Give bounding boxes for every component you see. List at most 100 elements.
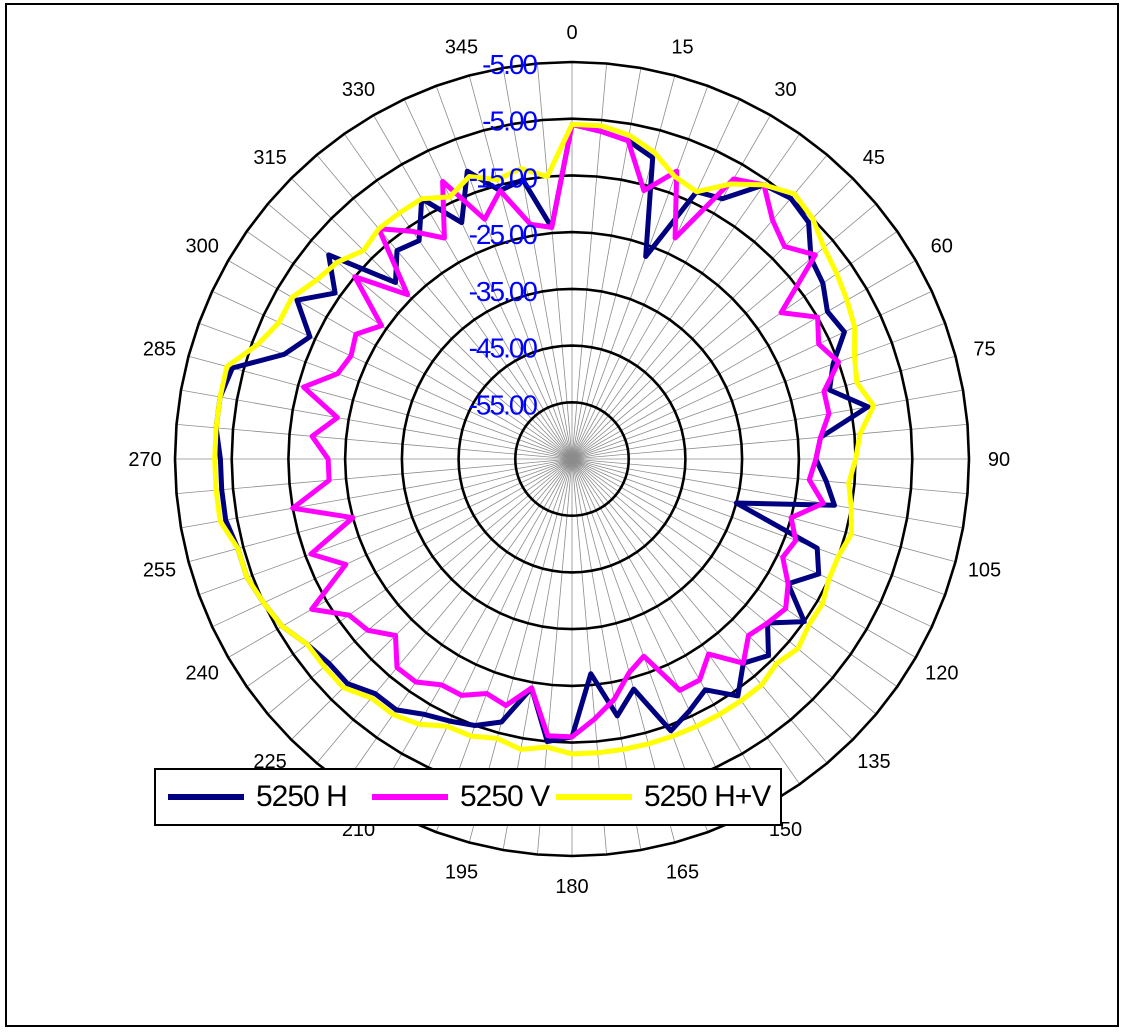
spoke-295 [212,290,573,460]
spoke-40 [571,154,828,460]
legend-item-5250-v: 5250 V [372,770,550,824]
spoke-335 [403,99,573,460]
radial-label-0: -5.00 [482,49,537,80]
spoke-280 [180,389,573,460]
radial-label-1: -5.00 [482,106,537,137]
spoke-135 [571,458,853,740]
spoke-260 [180,458,573,529]
angle-label-135: 135 [857,751,890,773]
spoke-115 [571,458,932,628]
radial-label-3: -25.00 [469,219,538,250]
spoke-220 [316,458,573,764]
angle-label-165: 165 [666,862,699,884]
spoke-300 [227,260,573,460]
spoke-30 [571,114,771,460]
spoke-125 [571,458,898,688]
legend-label-5250-v: 5250 V [460,780,550,813]
spoke-130 [571,458,877,715]
angle-labels: 0153045607590105120135150165180195210225… [128,22,1010,898]
angle-label-180: 180 [555,876,588,898]
spoke-65 [571,290,932,460]
series-line-5250-v [290,121,841,740]
legend-item-5250-hv: 5250 H+V [556,770,771,824]
spoke-325 [343,133,573,460]
spoke-150 [571,458,771,803]
spoke-120 [571,458,916,658]
spoke-305 [246,230,573,460]
legend-item-5250-h: 5250 H [168,770,348,824]
spoke-205 [403,458,573,819]
legend-label-5250-hv: 5250 H+V [644,780,771,813]
spoke-225 [291,458,573,740]
spoke-80 [571,389,964,460]
series-layer [212,121,877,757]
angle-label-300: 300 [186,236,219,258]
angle-label-15: 15 [671,37,693,59]
angle-label-315: 315 [253,147,286,169]
spoke-275 [176,424,573,460]
legend-label-5250-h: 5250 H [256,780,348,813]
spoke-250 [198,458,573,596]
spoke-235 [246,458,573,688]
spoke-85 [571,424,968,460]
legend-swatch-5250-v [372,794,448,800]
spoke-345 [468,75,573,460]
ring--55 [513,400,631,518]
spoke-20 [571,85,709,460]
spoke-15 [571,75,676,460]
series-line-5250-h-v [212,121,877,757]
legend-swatch-5250-hv [556,794,632,800]
angle-label-75: 75 [973,339,995,361]
spoke-155 [571,458,741,819]
spoke-355 [537,63,573,460]
spoke-140 [571,458,828,764]
angle-label-105: 105 [968,560,1001,582]
spoke-240 [227,458,573,658]
spoke-310 [267,203,573,460]
angle-label-240: 240 [186,663,219,685]
spoke-320 [316,154,573,460]
angle-label-45: 45 [863,147,885,169]
spoke-145 [571,458,801,785]
legend: 5250 H 5250 V 5250 H+V [154,768,782,826]
spoke-70 [571,322,946,460]
angle-label-225: 225 [253,751,286,773]
angle-label-0: 0 [566,22,577,44]
radial-label-6: -55.00 [469,389,538,420]
spoke-75 [571,355,956,460]
ring--25 [343,230,801,688]
spoke-60 [571,260,916,460]
spoke-330 [373,114,573,460]
angle-label-285: 285 [143,339,176,361]
spoke-315 [291,178,573,460]
ring-5 [173,60,971,858]
angle-label-60: 60 [931,236,953,258]
angle-label-270: 270 [128,449,161,471]
ring--45 [457,344,687,574]
radial-label-2: -15.00 [469,162,538,193]
spoke-265 [176,458,573,494]
spoke-215 [343,458,573,785]
angle-label-255: 255 [143,560,176,582]
spoke-290 [198,322,573,460]
angle-label-120: 120 [925,663,958,685]
spoke-100 [571,458,964,529]
legend-swatch-5250-h [168,794,244,800]
angle-label-330: 330 [342,79,375,101]
spoke-105 [571,458,956,563]
radial-labels: -5.00 -5.00 -15.00 -25.00 -35.00 -45.00 -55.00 [469,49,540,420]
spoke-340 [435,85,573,460]
spoke-255 [188,458,573,563]
spoke-95 [571,458,968,494]
angle-label-345: 345 [445,37,478,59]
spoke-350 [502,67,573,460]
spoke-45 [571,178,853,460]
angle-label-195: 195 [445,862,478,884]
spoke-110 [571,458,946,596]
spoke-210 [373,458,573,803]
spoke-245 [212,458,573,628]
ring--35 [400,287,744,631]
spoke-25 [571,99,741,460]
angle-label-90: 90 [988,449,1010,471]
